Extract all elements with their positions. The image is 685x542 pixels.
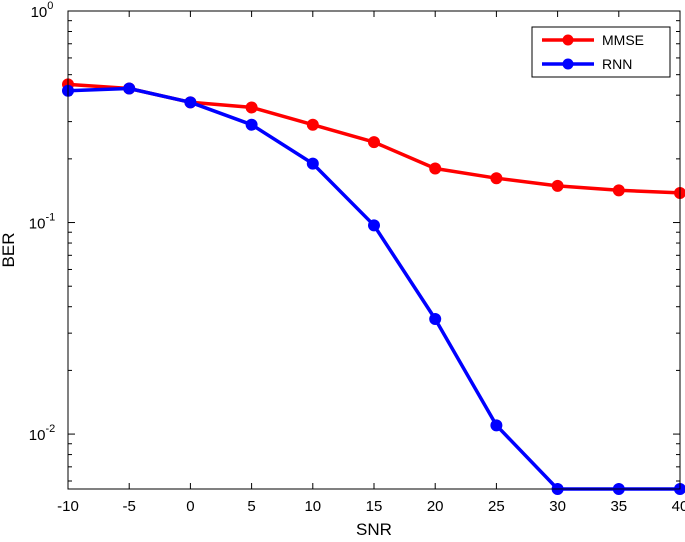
x-tick-label: 20 xyxy=(427,498,444,515)
data-point-rnn xyxy=(490,419,503,432)
legend: MMSE RNN xyxy=(531,26,671,78)
plot-frame xyxy=(67,10,681,490)
plot-area xyxy=(68,11,680,489)
data-point-mmse xyxy=(612,184,625,197)
data-point-rnn xyxy=(245,118,258,131)
legend-label-mmse: MMSE xyxy=(602,32,644,48)
y-tick-label: 10-1 xyxy=(29,212,55,233)
legend-label-rnn: RNN xyxy=(602,56,632,72)
data-point-rnn xyxy=(368,219,380,232)
x-tick-label: -10 xyxy=(57,498,79,515)
x-tick-label: 10 xyxy=(304,498,321,515)
data-point-mmse xyxy=(490,172,503,185)
data-point-rnn xyxy=(429,312,442,325)
x-tick-label: -5 xyxy=(123,498,136,515)
y-tick-labels: 100 10-1 10-2 xyxy=(29,0,55,444)
x-tick-label: 35 xyxy=(610,498,627,515)
data-point-mmse xyxy=(551,179,564,192)
data-point-mmse xyxy=(429,162,442,175)
data-point-mmse xyxy=(306,118,319,131)
data-point-mmse xyxy=(245,101,258,114)
legend-marker-mmse xyxy=(562,34,574,46)
y-tick-label: 10-2 xyxy=(29,423,55,444)
x-tick-label: 5 xyxy=(247,498,255,515)
data-point-mmse xyxy=(368,136,380,149)
y-tick-label: 100 xyxy=(31,0,54,21)
x-tick-label: 30 xyxy=(549,498,566,515)
legend-box xyxy=(531,26,671,78)
x-axis-label: SNR xyxy=(356,520,392,539)
x-tick-labels: -10 -5 0 5 10 15 20 25 30 35 40 xyxy=(57,498,685,515)
legend-marker-rnn xyxy=(562,58,574,70)
data-point-rnn xyxy=(306,157,319,170)
minor-ticks xyxy=(68,20,680,482)
y-axis-label: BER xyxy=(0,233,18,268)
x-tick-label: 0 xyxy=(186,498,194,515)
x-tick-label: 25 xyxy=(488,498,505,515)
x-tick-label: 40 xyxy=(672,498,685,515)
data-point-rnn xyxy=(184,96,197,109)
data-point-rnn xyxy=(123,82,136,95)
x-tick-label: 15 xyxy=(366,498,383,515)
